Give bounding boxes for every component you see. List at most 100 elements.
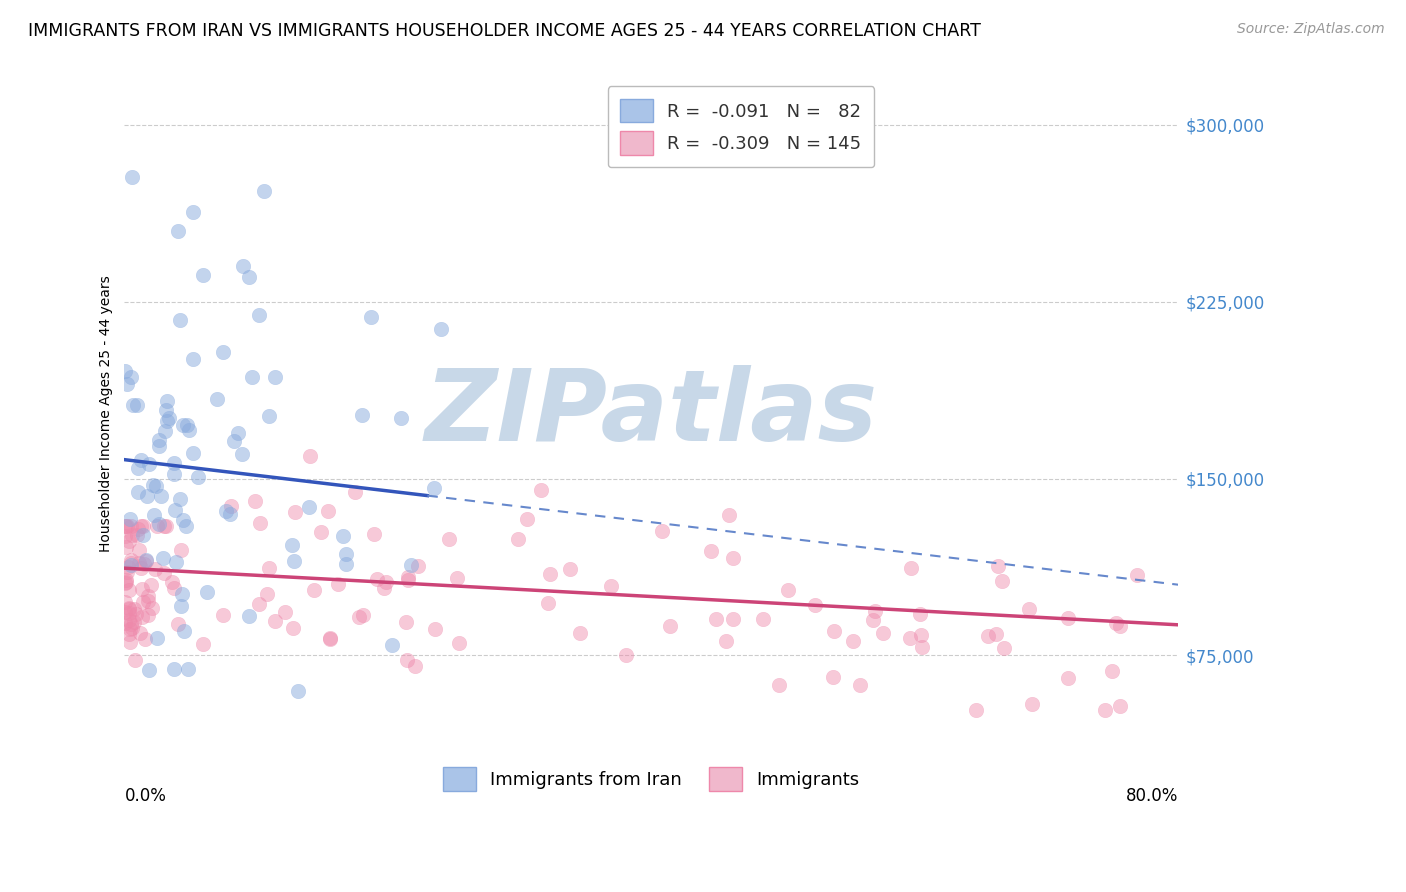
Point xyxy=(125,528,148,542)
Point xyxy=(977,629,1000,643)
Point xyxy=(131,582,153,596)
Point xyxy=(128,556,150,570)
Point xyxy=(187,470,209,484)
Point xyxy=(118,601,141,615)
Point xyxy=(263,370,285,384)
Point xyxy=(136,608,159,623)
Point xyxy=(335,547,357,561)
Point xyxy=(177,662,200,676)
Point xyxy=(120,558,142,572)
Point xyxy=(132,595,155,609)
Point xyxy=(117,560,139,574)
Point xyxy=(506,533,529,547)
Point xyxy=(349,609,371,624)
Point xyxy=(127,485,149,500)
Point xyxy=(114,574,136,589)
Point xyxy=(114,364,136,378)
Point xyxy=(148,516,170,531)
Point xyxy=(353,607,375,622)
Point xyxy=(986,627,1008,641)
Point xyxy=(149,489,172,503)
Point xyxy=(614,648,637,662)
Point xyxy=(132,528,155,542)
Point xyxy=(153,566,176,580)
Point xyxy=(114,595,136,609)
Point xyxy=(121,621,143,635)
Point xyxy=(127,522,149,536)
Point xyxy=(120,518,142,533)
Point xyxy=(170,542,193,557)
Point xyxy=(319,632,342,647)
Point xyxy=(165,503,187,517)
Point xyxy=(911,640,934,654)
Point xyxy=(153,424,176,438)
Point xyxy=(135,553,157,567)
Point xyxy=(118,512,141,526)
Point xyxy=(422,482,444,496)
Point xyxy=(446,571,468,585)
Point xyxy=(704,611,727,625)
Point xyxy=(138,457,160,471)
Point xyxy=(872,626,894,640)
Point xyxy=(177,423,200,437)
Point xyxy=(1105,616,1128,631)
Point xyxy=(228,425,250,440)
Point xyxy=(651,524,673,538)
Point xyxy=(249,516,271,530)
Point xyxy=(429,322,451,336)
Point xyxy=(114,518,136,533)
Point xyxy=(344,484,367,499)
Point xyxy=(118,627,141,641)
Point xyxy=(120,635,142,649)
Point xyxy=(714,633,737,648)
Point xyxy=(152,550,174,565)
Point xyxy=(132,518,155,533)
Point xyxy=(146,631,169,645)
Point xyxy=(1057,611,1080,625)
Point xyxy=(139,578,162,592)
Point xyxy=(242,370,264,384)
Text: 80.0%: 80.0% xyxy=(1126,787,1178,805)
Point xyxy=(165,555,187,569)
Text: ZIPatlas: ZIPatlas xyxy=(425,365,877,462)
Point xyxy=(114,576,136,591)
Point xyxy=(768,678,790,692)
Point xyxy=(721,550,744,565)
Point xyxy=(363,526,385,541)
Point xyxy=(908,607,931,621)
Point xyxy=(174,518,197,533)
Point xyxy=(166,617,188,632)
Point xyxy=(125,607,148,621)
Point xyxy=(118,613,141,627)
Point xyxy=(212,607,235,622)
Point xyxy=(191,268,214,282)
Point xyxy=(326,577,349,591)
Point xyxy=(155,402,177,417)
Point xyxy=(124,653,146,667)
Point xyxy=(118,607,141,621)
Point xyxy=(181,446,204,460)
Point xyxy=(127,398,149,412)
Point xyxy=(114,605,136,619)
Point xyxy=(120,370,142,384)
Point xyxy=(121,169,143,184)
Point xyxy=(1018,602,1040,616)
Point xyxy=(366,572,388,586)
Point xyxy=(231,447,253,461)
Point xyxy=(232,259,254,273)
Point xyxy=(717,508,740,523)
Point xyxy=(389,410,412,425)
Point xyxy=(118,602,141,616)
Point xyxy=(121,527,143,541)
Point xyxy=(862,613,884,627)
Point xyxy=(131,518,153,533)
Point xyxy=(207,392,229,406)
Point xyxy=(406,558,429,573)
Point xyxy=(1021,697,1043,711)
Point xyxy=(143,562,166,576)
Point xyxy=(823,670,845,684)
Point xyxy=(114,529,136,543)
Point xyxy=(115,518,138,533)
Point xyxy=(350,409,373,423)
Point xyxy=(1109,618,1132,632)
